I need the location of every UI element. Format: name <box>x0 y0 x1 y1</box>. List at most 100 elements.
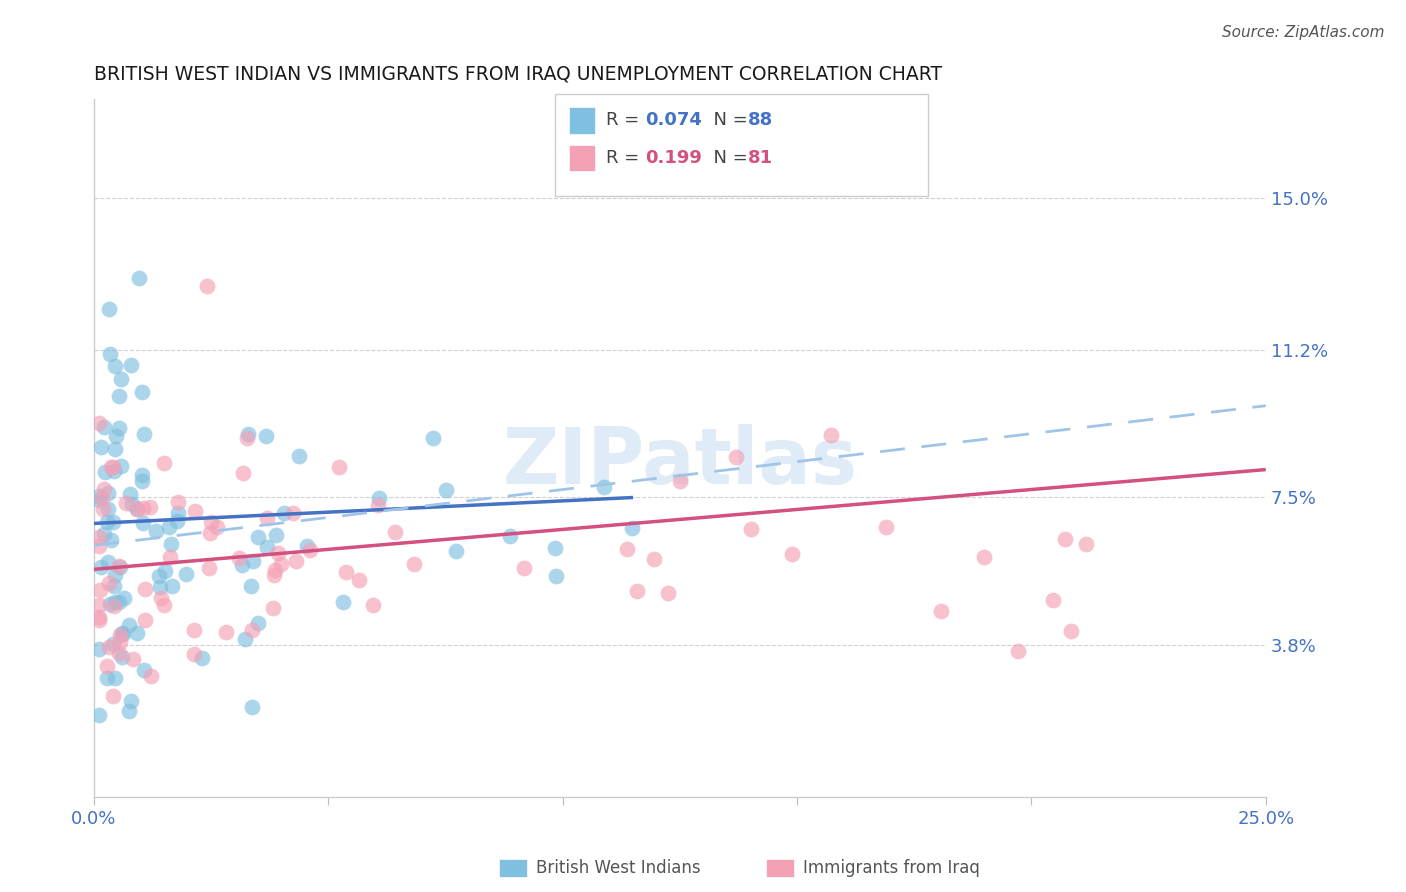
Point <box>1060 624 1083 639</box>
Point <box>117 618 139 632</box>
Point <box>152 598 174 612</box>
Text: British West Indians: British West Indians <box>536 859 700 877</box>
Point <box>191 650 214 665</box>
Point <box>108 627 131 641</box>
Point <box>1042 592 1064 607</box>
Point <box>198 560 221 574</box>
Text: N =: N = <box>702 149 754 167</box>
Point <box>273 506 295 520</box>
Point <box>120 694 142 708</box>
Point <box>96 659 118 673</box>
Point <box>87 530 110 544</box>
Point <box>100 459 122 474</box>
Point <box>87 489 110 503</box>
Point <box>91 501 114 516</box>
Point <box>1007 644 1029 658</box>
Point <box>96 515 118 529</box>
Point <box>284 554 307 568</box>
Point <box>160 578 183 592</box>
Point <box>239 578 262 592</box>
Point <box>195 279 218 293</box>
Point <box>108 646 131 660</box>
Point <box>232 466 254 480</box>
Point <box>643 551 665 566</box>
Point <box>159 537 181 551</box>
Point <box>87 599 110 613</box>
Point <box>973 549 995 564</box>
Point <box>166 514 188 528</box>
Point <box>267 546 290 560</box>
Point <box>93 482 115 496</box>
Point <box>298 543 321 558</box>
Point <box>118 704 141 718</box>
Point <box>620 521 643 535</box>
Point <box>820 427 842 442</box>
Point <box>110 635 132 649</box>
Point <box>167 506 190 520</box>
Point <box>103 464 125 478</box>
Text: BRITISH WEST INDIAN VS IMMIGRANTS FROM IRAQ UNEMPLOYMENT CORRELATION CHART: BRITISH WEST INDIAN VS IMMIGRANTS FROM I… <box>94 64 942 83</box>
Point <box>167 495 190 509</box>
Point <box>90 440 112 454</box>
Point <box>1076 536 1098 550</box>
Point <box>262 601 284 615</box>
Point <box>205 520 228 534</box>
Point <box>367 498 389 512</box>
Point <box>125 502 148 516</box>
Point <box>149 591 172 606</box>
Point <box>254 429 277 443</box>
Point <box>87 539 110 553</box>
Point <box>134 582 156 597</box>
Point <box>264 563 287 577</box>
Point <box>270 558 292 572</box>
Point <box>93 527 115 541</box>
Point <box>104 442 127 456</box>
Point <box>104 568 127 582</box>
Point <box>148 569 170 583</box>
Point <box>101 637 124 651</box>
Point <box>367 491 389 505</box>
Point <box>132 516 155 530</box>
Point <box>404 558 426 572</box>
Point <box>112 627 135 641</box>
Point <box>198 525 221 540</box>
Text: R =: R = <box>606 112 645 129</box>
Point <box>657 586 679 600</box>
Point <box>724 450 747 465</box>
Point <box>231 558 253 572</box>
Point <box>111 650 134 665</box>
Point <box>121 497 143 511</box>
Point <box>247 530 270 544</box>
Point <box>669 475 692 489</box>
Point <box>159 550 181 565</box>
Point <box>513 561 536 575</box>
Point <box>256 540 278 554</box>
Point <box>103 599 125 614</box>
Point <box>87 493 110 508</box>
Point <box>328 460 350 475</box>
Point <box>125 502 148 516</box>
Text: R =: R = <box>606 149 651 167</box>
Point <box>176 567 198 582</box>
Point <box>593 480 616 494</box>
Point <box>256 511 278 525</box>
Point <box>434 483 457 497</box>
Point <box>236 427 259 442</box>
Point <box>103 579 125 593</box>
Text: 0.199: 0.199 <box>645 149 702 167</box>
Point <box>780 547 803 561</box>
Point <box>145 524 167 538</box>
Point <box>266 527 288 541</box>
Point <box>101 460 124 475</box>
Point <box>263 568 285 582</box>
Point <box>152 456 174 470</box>
Point <box>122 652 145 666</box>
Point <box>98 640 121 655</box>
Point <box>626 584 648 599</box>
Point <box>103 689 125 703</box>
Point <box>110 372 132 386</box>
Point <box>349 574 371 588</box>
Point <box>233 632 256 646</box>
Point <box>499 529 522 543</box>
Point <box>96 672 118 686</box>
